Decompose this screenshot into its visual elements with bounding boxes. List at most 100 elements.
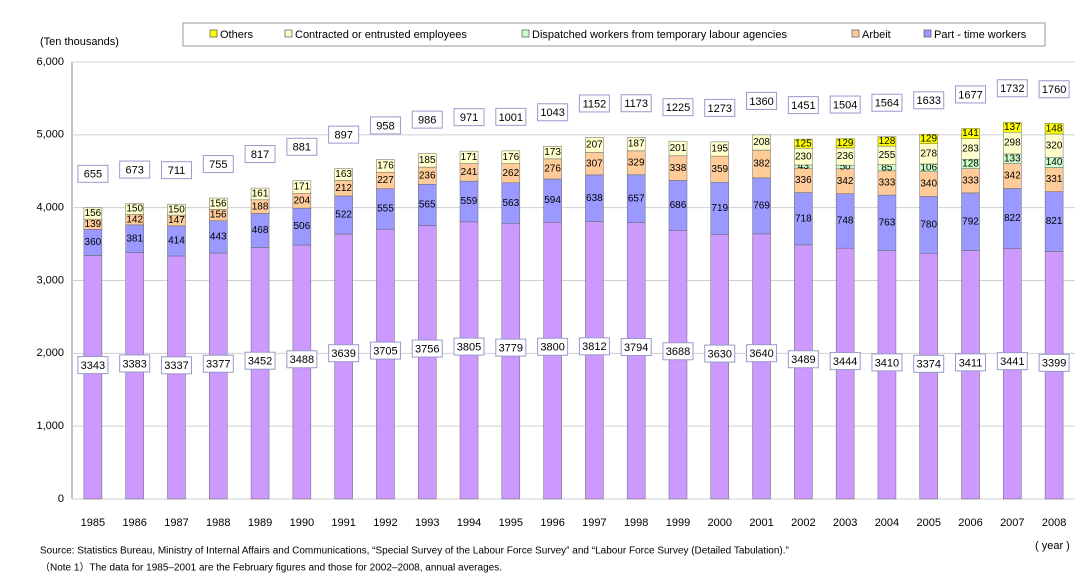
x-tick-label: 2003 — [833, 517, 857, 529]
source: Source: Statistics Bureau, Ministry of I… — [40, 546, 789, 557]
value-label: 3705 — [373, 345, 397, 357]
x-tick-label: 2008 — [1042, 517, 1066, 529]
value-label: 1760 — [1042, 84, 1066, 96]
segment-label: 769 — [753, 201, 770, 212]
bar-segment — [752, 233, 771, 500]
value-label: 1732 — [1000, 83, 1024, 95]
segment-label: 236 — [837, 151, 854, 162]
x-tick-label: 1986 — [122, 517, 146, 529]
segment-label: 559 — [461, 196, 478, 207]
segment-label: 137 — [1004, 122, 1021, 133]
value-label: 3337 — [164, 360, 188, 372]
label-box — [119, 354, 151, 373]
segment-label: 468 — [252, 225, 269, 236]
y-tick-label: 4,000 — [36, 202, 64, 214]
x-tick-label: 1995 — [499, 517, 523, 529]
segment-label: 522 — [335, 210, 352, 221]
y-tick-label: 6,000 — [36, 56, 64, 68]
label-box — [871, 93, 903, 112]
segment-label: 129 — [920, 134, 937, 145]
segment-label: 555 — [377, 204, 394, 215]
segment-label: 230 — [795, 151, 812, 162]
value-label: 655 — [84, 169, 102, 181]
bar-segment — [250, 187, 270, 201]
bar-segment — [710, 234, 730, 500]
segment-label: 171 — [294, 182, 311, 193]
x-tick-label: 2006 — [958, 517, 982, 529]
bar-segment — [125, 203, 144, 215]
x-tick-label: 1989 — [248, 517, 272, 529]
segment-label: 176 — [377, 160, 394, 171]
segment-label: 340 — [920, 179, 937, 190]
value-label: 3399 — [1042, 358, 1066, 370]
label-box — [202, 354, 234, 373]
segment-label: 283 — [962, 144, 979, 155]
segment-label: 506 — [294, 221, 311, 232]
label-box — [704, 98, 736, 117]
bar-segment — [1003, 248, 1022, 500]
segment-label: 128 — [879, 136, 896, 147]
label-box — [160, 356, 192, 375]
segment-label: 822 — [1004, 213, 1021, 224]
value-label: 958 — [376, 120, 394, 132]
label-box — [996, 352, 1028, 371]
segment-label: 780 — [920, 219, 937, 230]
label-box — [77, 164, 109, 183]
segment-label: 262 — [502, 168, 519, 179]
bar-segment — [626, 222, 646, 500]
x-tick-label: 1988 — [206, 517, 230, 529]
value-label: 3410 — [875, 357, 899, 369]
label-box — [662, 342, 694, 361]
bar-segment — [334, 233, 353, 500]
value-label: 3411 — [959, 357, 983, 369]
value-label: 3639 — [331, 348, 355, 360]
bar-segment — [1044, 123, 1064, 135]
bar-segment — [83, 255, 103, 500]
bar-segment — [961, 250, 980, 500]
label-box — [1038, 80, 1070, 99]
segment-label: 359 — [711, 164, 728, 175]
value-label: 755 — [209, 159, 227, 171]
value-label: 3343 — [81, 360, 105, 372]
label-box — [537, 103, 569, 122]
segment-label: 329 — [628, 157, 645, 168]
bar-segment — [543, 146, 562, 160]
y-axis-label: (Ten thousands) — [40, 36, 119, 48]
y-tick-label: 0 — [58, 493, 64, 505]
bar-segment — [417, 225, 437, 500]
segment-label: 176 — [502, 152, 519, 163]
value-label: 673 — [126, 164, 144, 176]
bar-segment — [877, 136, 897, 147]
value-label: 3812 — [582, 341, 606, 353]
bar-segment — [459, 150, 479, 164]
bar-segment — [1003, 121, 1022, 133]
segment-label: 333 — [879, 178, 896, 189]
value-label: 3374 — [916, 359, 940, 371]
segment-label: 156 — [85, 208, 102, 219]
segment-label: 748 — [837, 216, 854, 227]
bar-segment — [668, 230, 688, 500]
label-box — [244, 145, 276, 164]
bar-segment — [209, 197, 228, 210]
label-box — [453, 108, 485, 127]
x-tick-label: 1992 — [373, 517, 397, 529]
segment-label: 821 — [1046, 216, 1063, 227]
label-box — [328, 125, 360, 144]
note: （Note 1）The data for 1985–2001 are the F… — [40, 562, 502, 574]
bar-segment — [83, 207, 103, 220]
x-axis-label: ( year ) — [1035, 540, 1070, 552]
segment-label: 331 — [1046, 174, 1063, 185]
x-tick-label: 1990 — [290, 517, 314, 529]
segment-label: 150 — [126, 204, 143, 215]
value-label: 1451 — [791, 100, 815, 112]
x-tick-label: 1993 — [415, 517, 439, 529]
value-label: 971 — [460, 112, 478, 124]
segment-label: 106 — [920, 162, 937, 173]
segment-label: 139 — [85, 219, 102, 230]
segment-label: 163 — [335, 169, 352, 180]
bar-segment — [292, 180, 312, 194]
segment-label: 278 — [920, 148, 937, 159]
x-tick-label: 1985 — [81, 517, 105, 529]
x-tick-label: 2004 — [875, 517, 899, 529]
